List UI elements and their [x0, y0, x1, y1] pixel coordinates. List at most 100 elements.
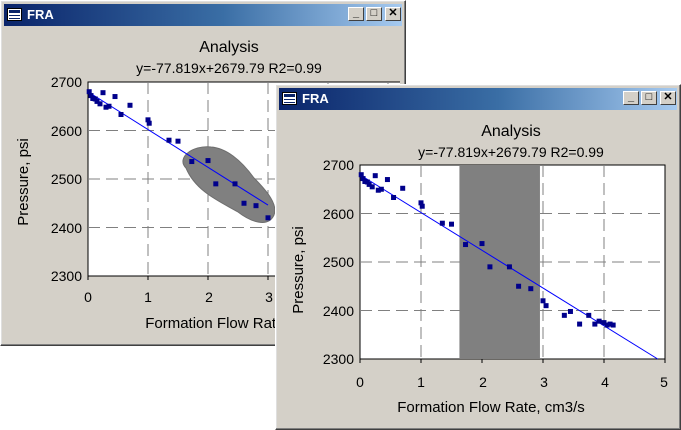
data-point	[463, 242, 469, 248]
y-tick-label: 2400	[51, 220, 82, 236]
app-window-icon	[7, 8, 22, 21]
data-point	[577, 321, 583, 327]
regression-line-group	[87, 91, 269, 206]
x-tick-labels: 0 1 2 3	[84, 289, 273, 305]
data-point	[166, 137, 172, 143]
fra-window-front[interactable]: FRA _ □ ✕ Analysis y=-77.819x+2679.79 R2…	[275, 84, 681, 430]
data-point	[400, 185, 406, 191]
data-point	[175, 138, 181, 144]
data-point	[487, 264, 493, 270]
data-point	[607, 321, 613, 327]
data-point	[103, 104, 109, 110]
close-icon: ✕	[663, 91, 673, 103]
title-bar[interactable]: FRA _ □ ✕	[4, 4, 402, 26]
data-point	[94, 98, 100, 104]
data-point	[127, 102, 133, 108]
data-point	[419, 203, 425, 209]
x-tick-label: 0	[356, 374, 364, 390]
data-point	[118, 111, 124, 117]
range-selection[interactable]	[459, 166, 540, 359]
x-tick-label: 1	[417, 374, 425, 390]
data-point	[601, 320, 607, 326]
data-point	[561, 312, 567, 318]
x-tick-label: 2	[479, 374, 487, 390]
maximize-button[interactable]: □	[366, 7, 382, 21]
data-point	[213, 181, 219, 187]
regression-line	[87, 91, 269, 206]
x-tick-label: 1	[144, 289, 152, 305]
data-point	[88, 93, 94, 99]
y-tick-label: 2500	[323, 254, 354, 270]
data-point	[232, 181, 238, 187]
y-tick-labels: 2700 2600 2500 2400 2300	[51, 74, 82, 284]
data-point	[439, 220, 445, 226]
data-point	[369, 184, 375, 190]
data-point	[265, 215, 271, 221]
data-point	[543, 303, 549, 309]
data-point	[610, 322, 616, 328]
data-point	[528, 286, 534, 292]
y-axis-label: Pressure, psi	[290, 226, 307, 314]
x-tick-label: 4	[601, 374, 609, 390]
x-tick-label: 3	[540, 374, 548, 390]
data-point	[596, 318, 602, 324]
data-point	[604, 322, 610, 328]
x-tick-labels: 0 1 2 3 4 5	[356, 374, 668, 390]
data-point	[360, 176, 366, 182]
minimize-icon: _	[352, 7, 360, 19]
y-tick-label: 2400	[323, 303, 354, 319]
data-point	[378, 186, 384, 192]
chart-subtitle: y=-77.819x+2679.79 R2=0.99	[418, 144, 604, 160]
y-tick-label: 2700	[323, 157, 354, 173]
maximize-icon: □	[645, 91, 653, 103]
data-point	[540, 298, 546, 304]
data-point	[253, 203, 259, 209]
close-button[interactable]: ✕	[660, 91, 676, 105]
y-tick-label: 2500	[51, 171, 82, 187]
data-point	[97, 101, 103, 107]
data-point	[586, 312, 592, 318]
close-icon: ✕	[388, 7, 398, 19]
data-point	[106, 103, 112, 109]
y-tick-labels: 2700 2600 2500 2400 2300	[323, 157, 354, 367]
y-tick-label: 2600	[51, 123, 82, 139]
minimize-button[interactable]: _	[623, 91, 639, 105]
data-point	[112, 94, 118, 100]
chart-subtitle: y=-77.819x+2679.79 R2=0.99	[136, 60, 322, 76]
maximize-icon: □	[370, 7, 378, 19]
data-point	[241, 200, 247, 206]
x-tick-label: 2	[205, 289, 213, 305]
y-tick-label: 2700	[51, 74, 82, 90]
data-point	[516, 283, 522, 289]
data-points	[358, 172, 616, 328]
y-axis-label: Pressure, psi	[15, 138, 32, 226]
maximize-button[interactable]: □	[641, 91, 657, 105]
data-point	[592, 321, 598, 327]
data-point	[358, 172, 364, 178]
x-tick-label: 5	[660, 374, 668, 390]
window-title: FRA	[27, 7, 54, 22]
scatter-chart[interactable]: Analysis y=-77.819x+2679.79 R2=0.99 Pres…	[281, 114, 675, 424]
y-tick-label: 2300	[323, 351, 354, 367]
minimize-button[interactable]: _	[348, 7, 364, 21]
data-point	[567, 308, 573, 314]
minimize-icon: _	[627, 91, 635, 103]
data-point	[479, 241, 485, 247]
fra-window-back[interactable]: FRA _ □ ✕ Analysis y=-77.819x+2679.79 R2…	[0, 0, 406, 346]
x-tick-label: 0	[84, 289, 92, 305]
x-tick-label: 3	[265, 289, 273, 305]
close-button[interactable]: ✕	[385, 7, 401, 21]
data-point	[391, 194, 397, 200]
data-point	[86, 89, 92, 95]
window-title: FRA	[302, 91, 329, 106]
data-point	[205, 158, 211, 164]
data-point	[100, 90, 106, 96]
data-point	[384, 177, 390, 183]
x-axis-label: Formation Flow Rate, cm3/s	[397, 399, 585, 416]
title-bar[interactable]: FRA _ □ ✕	[279, 88, 677, 110]
app-window-icon	[282, 92, 297, 105]
data-points	[86, 89, 271, 221]
data-point	[145, 117, 151, 123]
data-point	[189, 159, 195, 165]
data-point	[372, 173, 378, 179]
